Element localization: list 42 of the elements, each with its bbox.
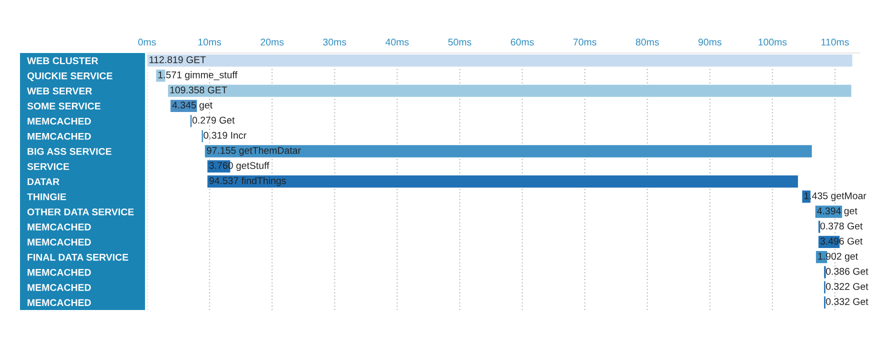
y-tick-label: MEMCACHED	[28, 132, 91, 140]
y-tick-label: MEMCACHED	[28, 268, 91, 276]
data-label: 4.345 get	[172, 102, 212, 110]
data-label: 4.394 get	[817, 207, 858, 216]
y-tick-label: QUICKIE SERVICE	[27, 72, 112, 82]
data-label: 0.319 Incr	[204, 132, 246, 139]
y-tick-label: THINGIE	[27, 193, 66, 200]
data-label: 0.322 Get	[826, 283, 868, 290]
y-tick-label: BIG ASS SERVICE	[28, 148, 112, 155]
x-tick-label: 70ms	[573, 38, 596, 46]
data-label: 94.537 findThings	[209, 176, 286, 186]
data-label: 0.279 Get	[192, 116, 235, 124]
data-label: 0.386 Get	[826, 268, 868, 275]
y-tick-label: WEB CLUSTER	[27, 57, 98, 64]
data-label: 109.358 GET	[170, 86, 228, 94]
x-tick-label: 60ms	[510, 38, 534, 46]
data-label: 112.819 GET	[150, 56, 206, 64]
data-label: 1.571 gimme_stuff	[158, 71, 238, 80]
y-tick-label: SERVICE	[27, 163, 70, 170]
data-label: 0.378 Get	[820, 222, 863, 230]
y-tick-label: MEMCACHED	[28, 118, 91, 125]
x-tick-label: 50ms	[448, 38, 472, 46]
data-label: 97.155 getThemDatar	[206, 146, 301, 156]
x-tick-label: 110ms	[821, 38, 849, 46]
y-tick-label: FINAL DATA SERVICE	[28, 254, 128, 261]
y-tick-label: MEMCACHED	[28, 299, 91, 306]
y-tick-label: MEMCACHED	[28, 238, 91, 246]
x-tick-label: 20ms	[260, 38, 284, 46]
x-tick-label: 30ms	[323, 38, 346, 46]
y-tick-label: MEMCACHED	[28, 224, 91, 230]
x-tick-label: 0ms	[138, 38, 156, 46]
y-tick-label: DATAR	[28, 178, 60, 186]
x-tick-label: 80ms	[636, 38, 659, 46]
y-tick-label: WEB SERVER	[27, 88, 92, 94]
y-tick-label: SOME SERVICE	[27, 102, 100, 110]
data-label: 0.332 Get	[826, 298, 868, 306]
x-tick-label: 100ms	[758, 38, 787, 46]
x-tick-label: 10ms	[198, 38, 222, 46]
y-tick-label: OTHER DATA SERVICE	[27, 208, 134, 216]
x-tick-label: 90ms	[698, 38, 722, 46]
x-tick-label: 40ms	[386, 38, 409, 46]
y-tick-label: MEMCACHED	[28, 284, 91, 291]
